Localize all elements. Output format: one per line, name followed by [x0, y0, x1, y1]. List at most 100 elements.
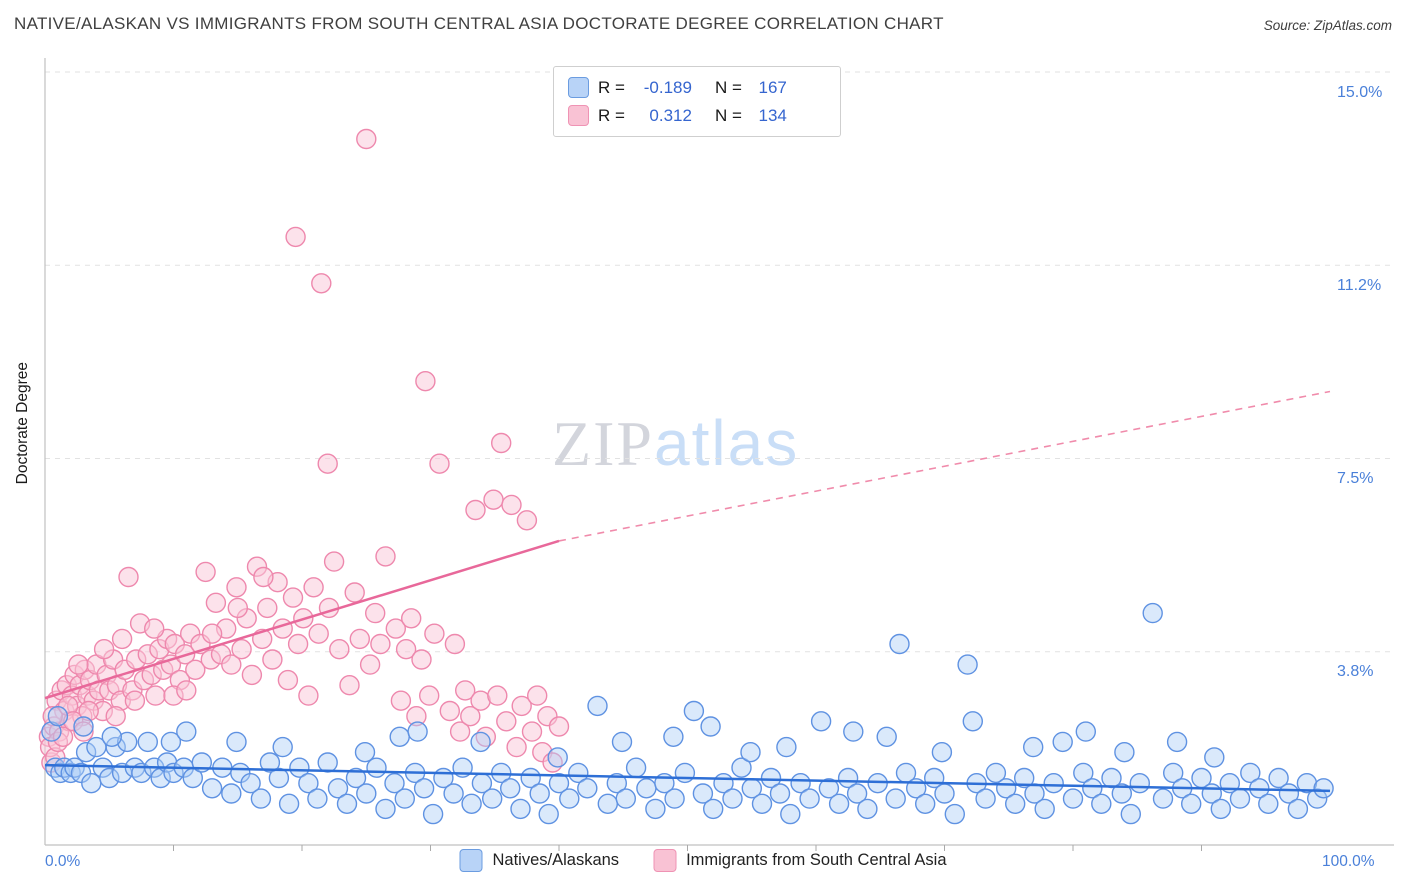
scatter-point-native[interactable]: [885, 788, 906, 809]
scatter-point-immigrant[interactable]: [42, 706, 63, 727]
scatter-point-native[interactable]: [810, 711, 832, 732]
scatter-point-native[interactable]: [470, 731, 491, 753]
scatter-point-native[interactable]: [1062, 788, 1084, 809]
scatter-point-native[interactable]: [769, 783, 791, 804]
scatter-point-native[interactable]: [99, 767, 120, 789]
scatter-point-native[interactable]: [240, 773, 261, 794]
scatter-point-native[interactable]: [776, 736, 797, 758]
scatter-point-native[interactable]: [577, 778, 598, 799]
scatter-point-native[interactable]: [760, 767, 782, 789]
scatter-point-native[interactable]: [461, 793, 482, 814]
scatter-point-native[interactable]: [975, 788, 996, 809]
scatter-point-native[interactable]: [1210, 798, 1232, 820]
scatter-point-native[interactable]: [75, 742, 97, 763]
scatter-point-immigrant[interactable]: [145, 685, 166, 706]
scatter-point-native[interactable]: [1313, 778, 1334, 799]
scatter-point-native[interactable]: [962, 711, 983, 732]
scatter-point-native[interactable]: [1091, 793, 1112, 814]
scatter-point-native[interactable]: [1082, 778, 1103, 799]
scatter-point-immigrant[interactable]: [303, 577, 324, 598]
scatter-point-native[interactable]: [336, 793, 358, 814]
scatter-point-native[interactable]: [1240, 762, 1261, 784]
scatter-point-immigrant[interactable]: [444, 633, 466, 655]
scatter-point-immigrant[interactable]: [339, 675, 360, 696]
scatter-point-native[interactable]: [931, 742, 953, 763]
scatter-point-immigrant[interactable]: [105, 706, 126, 727]
scatter-point-native[interactable]: [394, 788, 415, 809]
scatter-point-immigrant[interactable]: [78, 700, 99, 722]
scatter-point-immigrant[interactable]: [253, 566, 274, 588]
scatter-point-native[interactable]: [1114, 742, 1135, 763]
scatter-point-native[interactable]: [1268, 767, 1289, 789]
scatter-point-native[interactable]: [700, 716, 721, 737]
scatter-point-immigrant[interactable]: [317, 453, 338, 474]
scatter-point-native[interactable]: [559, 788, 580, 809]
scatter-point-native[interactable]: [443, 783, 464, 804]
scatter-point-native[interactable]: [137, 731, 159, 753]
legend-item-immigrants[interactable]: Immigrants from South Central Asia: [653, 849, 947, 872]
scatter-point-immigrant[interactable]: [111, 628, 133, 650]
scatter-point-immigrant[interactable]: [521, 721, 543, 742]
scatter-point-immigrant[interactable]: [501, 494, 522, 516]
scatter-point-native[interactable]: [740, 742, 761, 763]
scatter-point-native[interactable]: [201, 778, 223, 799]
scatter-point-immigrant[interactable]: [231, 639, 252, 660]
scatter-point-native[interactable]: [846, 783, 868, 804]
scatter-point-native[interactable]: [520, 767, 541, 789]
scatter-point-immigrant[interactable]: [227, 597, 249, 619]
scatter-point-native[interactable]: [790, 773, 811, 794]
legend-item-natives[interactable]: Natives/Alaskans: [459, 849, 619, 872]
scatter-point-native[interactable]: [176, 721, 197, 742]
scatter-point-native[interactable]: [683, 700, 705, 722]
scatter-point-immigrant[interactable]: [143, 618, 165, 639]
scatter-point-native[interactable]: [818, 778, 840, 799]
scatter-point-native[interactable]: [1005, 793, 1026, 814]
scatter-point-native[interactable]: [837, 767, 859, 789]
scatter-point-native[interactable]: [116, 731, 138, 753]
scatter-point-immigrant[interactable]: [496, 711, 517, 732]
scatter-point-native[interactable]: [625, 757, 647, 778]
scatter-point-native[interactable]: [663, 726, 684, 747]
scatter-point-immigrant[interactable]: [401, 608, 422, 629]
scatter-point-native[interactable]: [538, 803, 559, 825]
scatter-point-native[interactable]: [327, 778, 349, 799]
scatter-point-native[interactable]: [934, 783, 955, 804]
scatter-point-native[interactable]: [889, 633, 910, 655]
scatter-point-native[interactable]: [272, 736, 293, 758]
scatter-point-immigrant[interactable]: [52, 726, 74, 747]
scatter-point-native[interactable]: [422, 803, 444, 825]
scatter-point-native[interactable]: [375, 798, 396, 820]
scatter-point-native[interactable]: [356, 783, 377, 804]
scatter-point-native[interactable]: [828, 793, 850, 814]
scatter-point-native[interactable]: [1180, 793, 1202, 814]
scatter-point-immigrant[interactable]: [449, 721, 471, 742]
scatter-point-native[interactable]: [221, 783, 242, 804]
scatter-point-immigrant[interactable]: [465, 499, 486, 521]
scatter-point-native[interactable]: [568, 762, 589, 784]
scatter-point-immigrant[interactable]: [201, 623, 223, 644]
scatter-point-native[interactable]: [259, 752, 281, 773]
scatter-point-native[interactable]: [664, 788, 685, 809]
scatter-point-native[interactable]: [985, 762, 1007, 784]
scatter-point-immigrant[interactable]: [311, 273, 332, 294]
scatter-point-native[interactable]: [500, 778, 521, 799]
scatter-point-immigrant[interactable]: [226, 577, 247, 598]
scatter-point-native[interactable]: [636, 778, 657, 799]
scatter-point-native[interactable]: [1129, 773, 1151, 794]
scatter-point-native[interactable]: [1120, 803, 1142, 825]
scatter-point-immigrant[interactable]: [349, 628, 370, 650]
scatter-point-native[interactable]: [345, 767, 367, 789]
scatter-point-immigrant[interactable]: [73, 721, 94, 742]
scatter-point-immigrant[interactable]: [185, 659, 206, 680]
scatter-point-native[interactable]: [674, 762, 696, 784]
scatter-point-immigrant[interactable]: [370, 633, 391, 655]
scatter-point-native[interactable]: [278, 793, 300, 814]
scatter-point-immigrant[interactable]: [282, 587, 304, 608]
scatter-point-native[interactable]: [298, 773, 319, 794]
scatter-point-immigrant[interactable]: [455, 680, 476, 701]
scatter-point-native[interactable]: [611, 731, 633, 753]
scatter-point-immigrant[interactable]: [323, 551, 345, 572]
scatter-point-native[interactable]: [73, 716, 94, 737]
scatter-point-immigrant[interactable]: [308, 623, 329, 644]
scatter-point-immigrant[interactable]: [93, 639, 115, 660]
